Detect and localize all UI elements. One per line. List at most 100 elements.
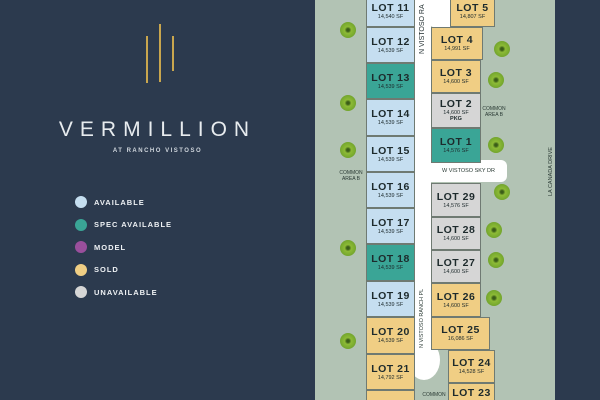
lot-4[interactable]: LOT 4 14,991 SF [431, 27, 483, 60]
tree-icon [340, 142, 356, 158]
lot-size: 14,600 SF [443, 236, 469, 242]
lot-2[interactable]: LOT 2 14,600 SF PKG [431, 93, 481, 128]
tree-icon [486, 290, 502, 306]
legend-item-unavailable: UNAVAILABLE [75, 286, 158, 298]
lot-29[interactable]: LOT 29 14,576 SF [431, 183, 481, 217]
lot-size: 14,539 SF [377, 83, 404, 90]
tree-icon [488, 252, 504, 268]
legend-label: AVAILABLE [94, 197, 145, 207]
lot-partial[interactable] [366, 390, 415, 400]
tree-icon [494, 41, 510, 57]
lot-size: 14,600 SF [443, 110, 469, 116]
site-map: N VISTOSO RA N VISTOSO RANCH PL W VISTOS… [315, 0, 555, 400]
lot-name: LOT 16 [371, 180, 410, 193]
legend-label: SPEC AVAILABLE [94, 220, 173, 229]
brand-name: VERMILLION [58, 118, 257, 141]
lot-name: LOT 24 [452, 357, 491, 369]
lot-name: LOT 13 [371, 71, 410, 84]
lot-size: 14,792 SF [377, 374, 404, 381]
tree-icon [340, 333, 356, 349]
lot-19[interactable]: LOT 19 14,539 SF [366, 281, 415, 317]
legend-item-model: MODEL [75, 241, 126, 253]
street-label: N VISTOSO RANCH PL [419, 288, 425, 348]
road-n-vistoso-ranch-pl [415, 0, 431, 370]
road-w-vistoso-sky-dr [427, 160, 507, 182]
lot-size: 16,086 SF [447, 336, 474, 342]
lot-20[interactable]: LOT 20 14,539 SF [366, 317, 415, 354]
lot-size: 14,539 SF [377, 120, 404, 126]
lot-name: LOT 26 [436, 290, 476, 303]
tree-icon [488, 137, 504, 153]
lot-16[interactable]: LOT 16 14,539 SF [366, 172, 415, 208]
tree-icon [340, 95, 356, 111]
lot-5[interactable]: LOT 5 14,807 SF [450, 0, 495, 27]
tree-icon [488, 72, 504, 88]
lot-1[interactable]: LOT 1 14,576 SF [431, 128, 481, 163]
lot-name: LOT 3 [439, 67, 473, 79]
lot-12[interactable]: LOT 12 14,539 SF [366, 27, 415, 63]
tree-icon [486, 222, 502, 238]
lot-18[interactable]: LOT 18 14,539 SF [366, 244, 415, 281]
common-area-label: COMMON AREA B [482, 106, 506, 118]
lot-size: 14,576 SF [443, 202, 469, 209]
brand-subtitle: AT RANCHO VISTOSO [112, 148, 203, 154]
lot-27[interactable]: LOT 27 14,600 SF [431, 250, 481, 283]
legend-dot-icon [75, 241, 87, 253]
lot-name: LOT 27 [436, 257, 476, 269]
lot-name: LOT 11 [371, 2, 410, 14]
lot-size: 14,540 SF [377, 14, 404, 20]
lot-25[interactable]: LOT 25 16,086 SF [431, 317, 490, 350]
lot-name: LOT 5 [456, 2, 489, 14]
legend-label: UNAVAILABLE [94, 287, 158, 297]
lot-11[interactable]: LOT 11 14,540 SF [366, 0, 415, 27]
lot-size: 14,539 SF [377, 228, 404, 235]
lot-size: 14,539 SF [377, 47, 404, 54]
lot-size: 14,600 SF [443, 269, 469, 275]
street-label: LA CANADA DRIVE [548, 147, 554, 196]
lot-name: LOT 18 [371, 253, 410, 265]
legend-dot-icon [75, 263, 87, 276]
lot-28[interactable]: LOT 28 14,600 SF [431, 217, 481, 250]
lot-name: LOT 19 [371, 289, 410, 302]
lot-name: LOT 20 [371, 326, 410, 338]
lot-size: 14,528 SF [458, 369, 485, 375]
lot-size: 14,539 SF [377, 265, 404, 271]
lot-14[interactable]: LOT 14 14,539 SF [366, 99, 415, 136]
lot-name: LOT 4 [440, 34, 474, 46]
legend-label: MODEL [94, 242, 127, 252]
common-area-label: COMMON [422, 392, 446, 398]
lot-24[interactable]: LOT 24 14,528 SF [448, 350, 495, 383]
legend-dot-icon [75, 196, 87, 208]
right-margin [555, 0, 600, 400]
tree-icon [494, 184, 510, 200]
lot-size: 14,539 SF [377, 156, 404, 163]
lot-size: 14,991 SF [444, 46, 470, 52]
lot-name: LOT 2 [439, 98, 473, 110]
lot-15[interactable]: LOT 15 14,539 SF [366, 136, 415, 172]
lot-3[interactable]: LOT 3 14,600 SF [431, 60, 481, 93]
lot-note: PKG [450, 116, 462, 122]
lot-size: 14,576 SF [443, 148, 469, 154]
street-label: W VISTOSO SKY DR [442, 168, 495, 174]
street-label: N VISTOSO RA [419, 4, 426, 54]
legend-dot-icon [75, 286, 87, 298]
lot-name: LOT 23 [452, 386, 491, 399]
lot-17[interactable]: LOT 17 14,539 SF [366, 208, 415, 244]
brand-panel: VERMILLION AT RANCHO VISTOSO AVAILABLE SP… [58, 24, 257, 298]
tree-icon [340, 240, 356, 256]
legend-label: SOLD [94, 265, 119, 274]
lot-23[interactable]: LOT 23 [448, 383, 495, 400]
legend-item-sold: SOLD [75, 263, 119, 276]
lot-26[interactable]: LOT 26 14,600 SF [431, 283, 481, 317]
lot-size: 14,539 SF [377, 338, 404, 344]
lot-name: LOT 28 [436, 224, 476, 236]
lot-13[interactable]: LOT 13 14,539 SF [366, 63, 415, 99]
lot-name: LOT 21 [371, 362, 410, 375]
lot-size: 14,600 SF [443, 302, 469, 309]
lot-name: LOT 29 [436, 190, 476, 203]
lot-21[interactable]: LOT 21 14,792 SF [366, 354, 415, 390]
lot-name: LOT 1 [439, 136, 473, 148]
common-area-label: COMMON AREA B [339, 170, 363, 182]
lot-size: 14,600 SF [443, 79, 469, 85]
legend-item-available: AVAILABLE [75, 196, 145, 208]
